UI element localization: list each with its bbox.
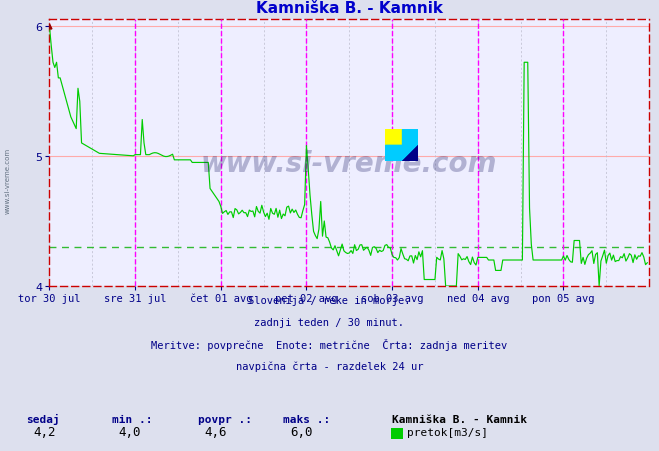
- Polygon shape: [386, 145, 418, 161]
- Text: min .:: min .:: [112, 414, 152, 423]
- Text: Meritve: povprečne  Enote: metrične  Črta: zadnja meritev: Meritve: povprečne Enote: metrične Črta:…: [152, 339, 507, 351]
- Text: 4,2: 4,2: [33, 425, 55, 438]
- Text: www.si-vreme.com: www.si-vreme.com: [5, 147, 11, 213]
- Polygon shape: [402, 145, 418, 161]
- Bar: [386, 145, 418, 161]
- Text: navpična črta - razdelek 24 ur: navpična črta - razdelek 24 ur: [236, 360, 423, 371]
- Polygon shape: [402, 145, 418, 161]
- Bar: [386, 129, 402, 145]
- Text: sedaj: sedaj: [26, 413, 60, 423]
- Text: Slovenija / reke in morje.: Slovenija / reke in morje.: [248, 295, 411, 305]
- Bar: [402, 129, 418, 145]
- Title: Kamniška B. - Kamnik: Kamniška B. - Kamnik: [256, 1, 443, 16]
- Text: zadnji teden / 30 minut.: zadnji teden / 30 minut.: [254, 317, 405, 327]
- Text: www.si-vreme.com: www.si-vreme.com: [201, 150, 498, 178]
- Text: maks .:: maks .:: [283, 414, 331, 423]
- Text: Kamniška B. - Kamnik: Kamniška B. - Kamnik: [392, 414, 527, 423]
- Text: 4,0: 4,0: [119, 425, 141, 438]
- Text: pretok[m3/s]: pretok[m3/s]: [407, 427, 488, 437]
- Text: 6,0: 6,0: [290, 425, 312, 438]
- Text: 4,6: 4,6: [204, 425, 227, 438]
- Text: povpr .:: povpr .:: [198, 414, 252, 423]
